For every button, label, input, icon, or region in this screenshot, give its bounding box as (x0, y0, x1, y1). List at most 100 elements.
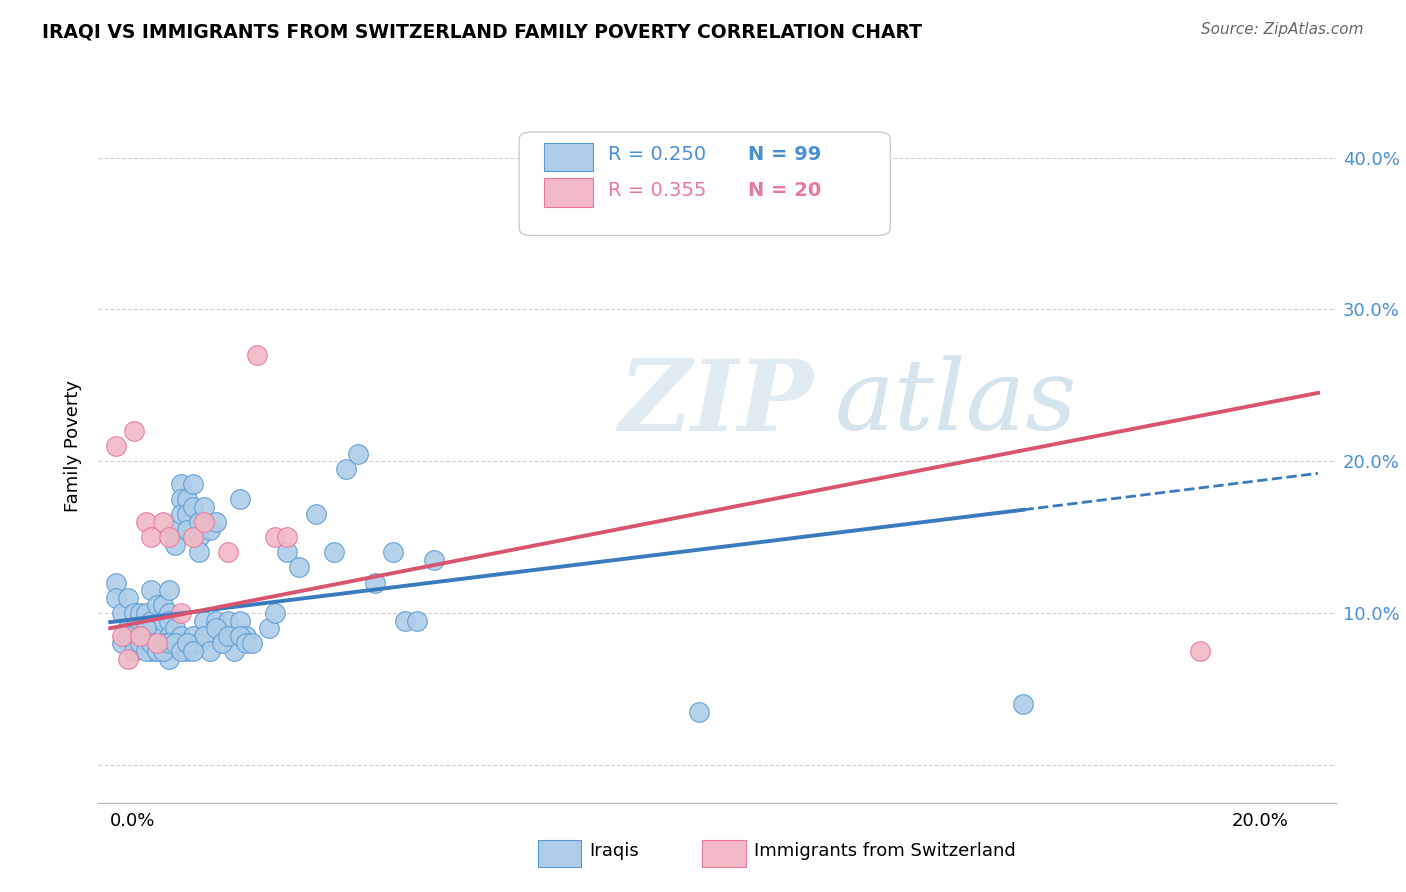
Point (176, 636, 198, 650)
Point (1189, 644, 1212, 658)
Point (157, 614, 180, 628)
Point (405, 614, 427, 628)
Point (170, 508, 193, 522)
Point (170, 606, 193, 620)
Point (264, 606, 287, 620)
Text: 0.0%: 0.0% (110, 812, 156, 830)
Point (163, 538, 186, 552)
Point (394, 614, 416, 628)
Point (335, 462, 357, 476)
Text: IRAQI VS IMMIGRANTS FROM SWITZERLAND FAMILY POVERTY CORRELATION CHART: IRAQI VS IMMIGRANTS FROM SWITZERLAND FAM… (42, 22, 922, 41)
Point (105, 575, 128, 590)
Point (128, 636, 150, 650)
Point (287, 560, 309, 574)
Point (1012, 697, 1035, 711)
Point (141, 614, 163, 628)
Point (128, 606, 150, 620)
Point (163, 636, 186, 650)
Point (264, 530, 287, 544)
Point (187, 636, 209, 650)
Point (105, 439, 128, 453)
Point (200, 523, 222, 537)
Point (141, 530, 163, 544)
Point (187, 545, 209, 559)
Point (157, 530, 180, 544)
Point (181, 644, 204, 658)
Point (157, 583, 180, 598)
Text: Immigrants from Switzerland: Immigrants from Switzerland (754, 842, 1017, 860)
Point (141, 636, 163, 650)
Point (141, 583, 163, 598)
Text: N = 99: N = 99 (748, 145, 821, 164)
Point (229, 614, 252, 628)
Point (246, 348, 269, 362)
Point (205, 621, 228, 635)
Point (323, 545, 346, 559)
Text: R = 0.250: R = 0.250 (609, 145, 706, 164)
Text: Iraqis: Iraqis (589, 842, 640, 860)
Point (205, 614, 228, 628)
Point (229, 629, 252, 643)
Point (170, 477, 193, 491)
Point (128, 629, 150, 643)
Point (146, 644, 169, 658)
Point (128, 621, 150, 635)
Point (200, 629, 222, 643)
Point (240, 636, 263, 650)
Point (205, 515, 228, 529)
Point (382, 545, 405, 559)
Point (176, 492, 198, 507)
Point (688, 705, 710, 719)
Text: R = 0.355: R = 0.355 (609, 181, 707, 200)
Point (364, 575, 387, 590)
Point (305, 508, 328, 522)
Point (122, 636, 145, 650)
Point (276, 545, 298, 559)
Point (152, 644, 174, 658)
Text: ZIP: ZIP (619, 355, 813, 451)
Point (157, 651, 180, 665)
Point (135, 515, 157, 529)
Point (187, 530, 209, 544)
Point (122, 621, 145, 635)
Point (217, 629, 239, 643)
Point (181, 500, 204, 514)
Point (117, 636, 139, 650)
Point (141, 636, 163, 650)
Point (187, 515, 209, 529)
Point (157, 606, 180, 620)
Point (135, 621, 157, 635)
Point (111, 636, 134, 650)
Point (170, 629, 193, 643)
Point (235, 636, 257, 650)
Point (117, 591, 139, 605)
Point (229, 492, 252, 507)
Point (135, 621, 157, 635)
Text: atlas: atlas (835, 356, 1077, 450)
Point (111, 629, 134, 643)
Point (211, 636, 233, 650)
Point (211, 629, 233, 643)
Point (181, 477, 204, 491)
Point (128, 636, 150, 650)
Point (152, 614, 174, 628)
Point (122, 424, 145, 438)
Point (152, 636, 174, 650)
Point (135, 606, 157, 620)
Point (163, 621, 186, 635)
Point (181, 530, 204, 544)
Point (222, 644, 245, 658)
Point (135, 644, 157, 658)
Point (146, 629, 169, 643)
Text: 20.0%: 20.0% (1232, 812, 1288, 830)
Point (146, 644, 169, 658)
Point (193, 629, 215, 643)
Point (146, 599, 169, 613)
Point (170, 492, 193, 507)
Point (157, 636, 180, 650)
Point (146, 636, 169, 650)
Point (117, 629, 139, 643)
Point (135, 636, 157, 650)
Point (141, 644, 163, 658)
Point (200, 644, 222, 658)
